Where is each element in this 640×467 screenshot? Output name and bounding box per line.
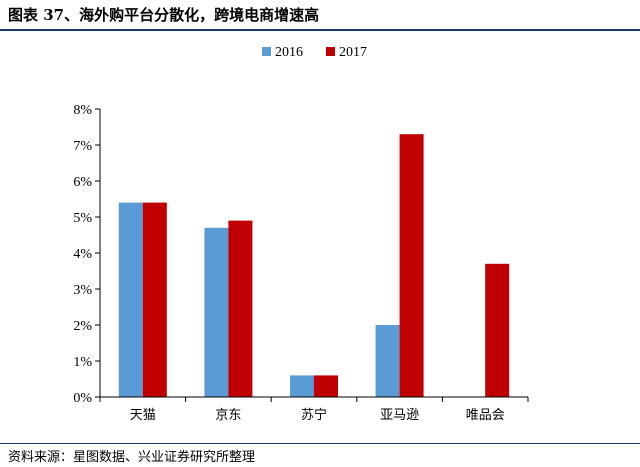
bar-2017 xyxy=(314,375,338,397)
source-rule xyxy=(0,443,640,444)
bar-2017 xyxy=(228,220,253,397)
y-tick-label: 8% xyxy=(73,103,92,118)
y-tick-label: 1% xyxy=(73,355,92,370)
x-category-label: 唯品会 xyxy=(466,408,505,423)
y-axis: 0% 1% 2% 3% 4% 5% 6% 7% 8% xyxy=(73,103,101,406)
x-category-label: 亚马逊 xyxy=(380,408,419,423)
figure-title: 图表 37、海外购平台分散化，跨境电商增速高 xyxy=(8,6,320,24)
bar-2017 xyxy=(142,202,167,397)
y-tick-label: 5% xyxy=(73,211,92,226)
y-tick-label: 0% xyxy=(73,391,92,406)
y-tick-label: 7% xyxy=(73,139,92,154)
legend-label-2017: 2017 xyxy=(339,45,367,60)
bar-2016 xyxy=(118,202,143,397)
bar-2017 xyxy=(485,263,510,397)
bars xyxy=(118,134,510,397)
title-rule xyxy=(0,29,640,31)
bar-2016 xyxy=(375,325,400,397)
x-axis: 天猫 京东 苏宁 亚马逊 唯品会 xyxy=(99,396,529,423)
legend-swatch-2016 xyxy=(262,47,271,56)
x-category-label: 苏宁 xyxy=(301,407,327,423)
x-category-label: 天猫 xyxy=(130,408,156,423)
bar-2016 xyxy=(290,375,314,397)
y-tick-label: 6% xyxy=(73,175,92,190)
chart-legend: 2016 2017 xyxy=(262,45,367,60)
y-tick-label: 4% xyxy=(73,247,92,262)
bar-chart: 2016 2017 0% 1% 2% 3% 4% 5% 6% 7% 8% 天猫 京东 苏宁 亚马逊 唯品会 xyxy=(73,45,529,423)
source-note: 资料来源：星图数据、兴业证券研究所整理 xyxy=(8,450,256,465)
bar-2017 xyxy=(399,134,424,397)
y-tick-label: 2% xyxy=(73,319,92,334)
legend-label-2016: 2016 xyxy=(275,45,303,60)
legend-swatch-2017 xyxy=(326,47,335,56)
bar-2016 xyxy=(204,227,229,397)
y-tick-label: 3% xyxy=(73,283,92,298)
x-category-label: 京东 xyxy=(215,408,241,423)
